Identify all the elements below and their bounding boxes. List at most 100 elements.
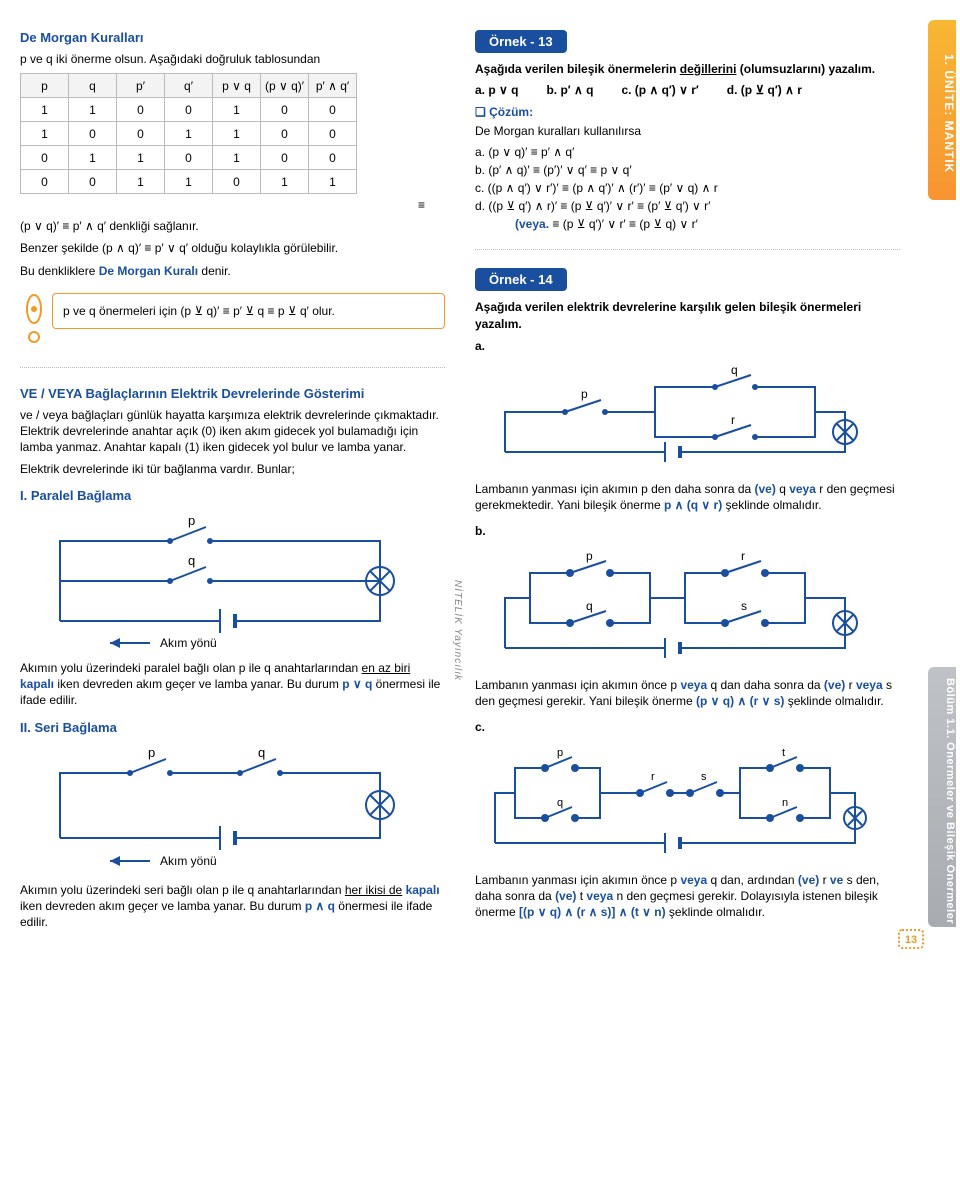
td: 0 bbox=[165, 146, 213, 170]
ex14-c-desc: Lambanın yanması için akımın önce p veya… bbox=[475, 872, 900, 921]
sol-veya: (veya. ≡ (p ⊻ q′)′ ∨ r′ ≡ (p ⊻ q) ∨ r′ bbox=[515, 217, 900, 231]
intro-text: p ve q iki önerme olsun. Aşağıdaki doğru… bbox=[20, 51, 445, 67]
line3: Bu denkliklere De Morgan Kuralı denir. bbox=[20, 263, 445, 279]
c13: şeklinde olmalıdır. bbox=[666, 905, 765, 919]
td: 0 bbox=[213, 170, 261, 194]
equiv-mark: ≡ bbox=[20, 198, 445, 212]
ex13-c: c. (p ∧ q′) ∨ r′ bbox=[621, 83, 698, 97]
ex14-b-label: b. bbox=[475, 523, 900, 539]
th: p′ ∧ q′ bbox=[309, 74, 357, 98]
example14-badge: Örnek - 14 bbox=[475, 268, 567, 291]
td: 1 bbox=[21, 122, 69, 146]
c10: veya bbox=[586, 889, 613, 903]
b5: r bbox=[845, 678, 856, 692]
ex13-a: a. p ∨ q bbox=[475, 83, 518, 97]
ex14-a-label: a. bbox=[475, 338, 900, 354]
td: 1 bbox=[69, 98, 117, 122]
circuits-p2: Elektrik devrelerinde iki tür bağlanma v… bbox=[20, 461, 445, 477]
c8: (ve) bbox=[555, 889, 576, 903]
sol-c: c. ((p ∧ q′) ∨ r′)′ ≡ (p ∧ q′)′ ∧ (r′)′ … bbox=[475, 181, 900, 195]
td: 1 bbox=[213, 98, 261, 122]
td: 1 bbox=[213, 146, 261, 170]
svg-text:p: p bbox=[557, 747, 563, 759]
svg-text:p: p bbox=[148, 745, 155, 760]
series-title: II. Seri Bağlama bbox=[20, 720, 445, 735]
th: p ∨ q bbox=[213, 74, 261, 98]
td: 0 bbox=[21, 170, 69, 194]
veya-l: (veya. bbox=[515, 217, 552, 231]
line2: Benzer şekilde (p ∧ q)′ ≡ p′ ∨ q′ olduğu… bbox=[20, 240, 445, 256]
svg-text:Akım yönü: Akım yönü bbox=[160, 854, 217, 868]
a6: p ∧ (q ∨ r) bbox=[664, 498, 722, 512]
ex14-b-desc: Lambanın yanması için akımın önce p veya… bbox=[475, 677, 900, 709]
b1: Lambanın yanması için akımın önce p bbox=[475, 678, 680, 692]
td: 0 bbox=[69, 122, 117, 146]
c9: t bbox=[576, 889, 586, 903]
ex14-intro: Aşağıda verilen elektrik devrelerine kar… bbox=[475, 299, 900, 331]
c5: r bbox=[819, 873, 830, 887]
sol-a: a. (p ∨ q)′ ≡ p′ ∧ q′ bbox=[475, 145, 900, 159]
td: 1 bbox=[21, 98, 69, 122]
pd-f: p ∨ q bbox=[342, 677, 372, 691]
td: 1 bbox=[261, 170, 309, 194]
exclamation-box: p ve q önermeleri için (p ⊻ q)′ ≡ p′ ⊻ q… bbox=[20, 293, 445, 349]
td: 0 bbox=[309, 122, 357, 146]
page-root: 1. ÜNİTE: MANTIK Bölüm 1.1. Önermeler ve… bbox=[0, 0, 960, 957]
pd-b: en az biri bbox=[362, 661, 411, 675]
ex13-d: d. (p ⊻ q′) ∧ r bbox=[727, 83, 802, 97]
svg-text:p: p bbox=[188, 513, 195, 528]
sd-b: her ikisi de bbox=[345, 883, 402, 897]
a4: veya bbox=[789, 482, 816, 496]
line3-c: denir. bbox=[198, 264, 231, 278]
ex14-a-circuit: p q r bbox=[475, 362, 900, 475]
td: 1 bbox=[117, 170, 165, 194]
demorgan-title: De Morgan Kuralları bbox=[20, 30, 445, 45]
td: 1 bbox=[165, 122, 213, 146]
a3: q bbox=[776, 482, 789, 496]
circuits-title: VE / VEYA Bağlaçlarının Elektrik Devrele… bbox=[20, 386, 445, 401]
svg-text:p: p bbox=[586, 549, 593, 563]
td: 0 bbox=[309, 98, 357, 122]
svg-text:q: q bbox=[188, 553, 195, 568]
ex13-solhead: De Morgan kuralları kullanılırsa bbox=[475, 123, 900, 139]
series-circuit: p q Akım yönü bbox=[20, 743, 445, 876]
pd-d: kapalı bbox=[20, 677, 54, 691]
veya-b: ≡ (p ⊻ q′)′ ∨ r′ ≡ (p ⊻ q) ∨ r′ bbox=[552, 217, 697, 231]
svg-text:r: r bbox=[731, 413, 735, 427]
td: 0 bbox=[261, 146, 309, 170]
td: 1 bbox=[69, 146, 117, 170]
sol-d: d. ((p ⊻ q′) ∧ r)′ ≡ (p ⊻ q′)′ ∨ r′ ≡ (p… bbox=[475, 199, 900, 213]
example13-badge: Örnek - 13 bbox=[475, 30, 567, 53]
svg-text:t: t bbox=[782, 747, 785, 759]
truth-table: pqp′q′p ∨ q(p ∨ q)′p′ ∧ q′ 1100100100110… bbox=[20, 73, 357, 194]
unit-tab: 1. ÜNİTE: MANTIK bbox=[928, 20, 956, 200]
right-column: Örnek - 13 Aşağıda verilen bileşik önerm… bbox=[460, 30, 900, 937]
ex13-intro: Aşağıda verilen bileşik önermelerin deği… bbox=[475, 61, 900, 77]
sd-f: p ∧ q bbox=[305, 899, 335, 913]
c4: (ve) bbox=[798, 873, 819, 887]
chapter-tab: Bölüm 1.1. Önermeler ve Bileşik Önermele… bbox=[928, 667, 956, 927]
circuits-p1: ve / veya bağlaçları günlük hayatta karş… bbox=[20, 407, 445, 456]
td: 0 bbox=[117, 122, 165, 146]
ex14-a-desc: Lambanın yanması için akımın p den daha … bbox=[475, 481, 900, 513]
publisher-brand: NİTELİK Yayıncılık bbox=[452, 580, 463, 681]
line3-a: Bu denkliklere bbox=[20, 264, 99, 278]
ex13-ib: değillerini bbox=[680, 62, 737, 76]
td: 0 bbox=[21, 146, 69, 170]
pd-e: iken devreden akım geçer ve lamba yanar.… bbox=[54, 677, 342, 691]
parallel-desc: Akımın yolu üzerindeki paralel bağlı ola… bbox=[20, 660, 445, 709]
exclamation-icon bbox=[20, 293, 48, 349]
ex13-ic: (olumsuzlarını) yazalım. bbox=[736, 62, 875, 76]
a7: şeklinde olmalıdır. bbox=[722, 498, 821, 512]
th: q′ bbox=[165, 74, 213, 98]
svg-text:q: q bbox=[731, 363, 738, 377]
b4: (ve) bbox=[824, 678, 845, 692]
ex13-b: b. p′ ∧ q bbox=[546, 83, 593, 97]
pd-a: Akımın yolu üzerindeki paralel bağlı ola… bbox=[20, 661, 362, 675]
ex14-c-circuit: pq rs tn bbox=[475, 743, 900, 866]
svg-text:n: n bbox=[782, 797, 788, 809]
c12: [(p ∨ q) ∧ (r ∧ s)] ∧ (t ∨ n) bbox=[519, 905, 666, 919]
svg-text:r: r bbox=[741, 549, 745, 563]
divider bbox=[20, 367, 445, 368]
a2: (ve) bbox=[755, 482, 776, 496]
